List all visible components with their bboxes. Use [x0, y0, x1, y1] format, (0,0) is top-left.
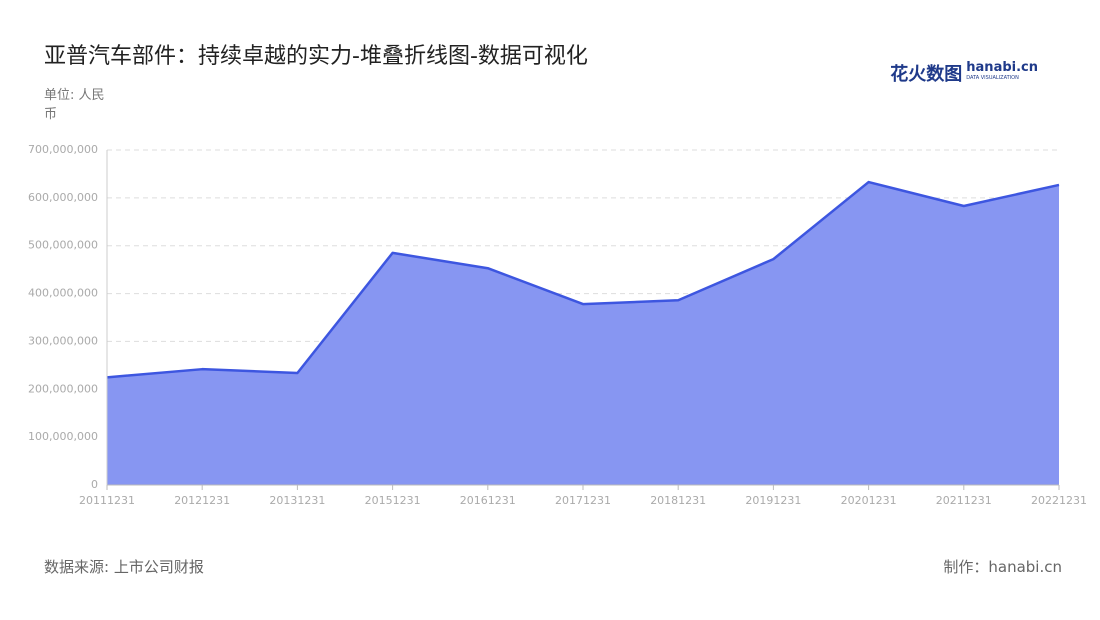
x-tick-label: 20161231	[460, 494, 516, 507]
x-tick-label: 20201231	[841, 494, 897, 507]
brand-tagline: DATA VISUALIZATION	[966, 75, 1019, 81]
brand-site: hanabi.cn	[966, 60, 1038, 75]
chart-title: 亚普汽车部件：持续卓越的实力-堆叠折线图-数据可视化	[44, 44, 588, 69]
x-tick-label: 20211231	[936, 494, 992, 507]
x-tick-label: 20131231	[269, 494, 325, 507]
y-tick-label: 300,000,000	[28, 334, 98, 347]
credit-note: 制作：hanabi.cn	[943, 558, 1062, 576]
x-tick-label: 20191231	[745, 494, 801, 507]
brand-sub: hanabi.cn DATA VISUALIZATION	[966, 60, 1038, 81]
y-tick-label: 700,000,000	[28, 143, 98, 156]
brand-logo: 花火数图 hanabi.cn DATA VISUALIZATION	[890, 60, 1038, 86]
y-tick-label: 400,000,000	[28, 287, 98, 300]
x-tick-label: 20181231	[650, 494, 706, 507]
brand-name: 花火数图	[890, 64, 963, 85]
y-tick-label: 0	[91, 478, 98, 491]
y-tick-label: 200,000,000	[28, 382, 98, 395]
x-tick-label: 20111231	[79, 494, 135, 507]
area-fill	[107, 182, 1059, 486]
y-tick-label: 100,000,000	[28, 430, 98, 443]
y-tick-label: 600,000,000	[28, 191, 98, 204]
y-tick-label: 500,000,000	[28, 239, 98, 252]
unit-label: 单位: 人民币	[44, 88, 105, 122]
x-tick-label: 20221231	[1031, 494, 1087, 507]
x-tick-label: 20121231	[174, 494, 230, 507]
area-line	[106, 180, 1060, 379]
source-note: 数据来源: 上市公司财报	[44, 558, 204, 576]
x-tick-label: 20151231	[365, 494, 421, 507]
x-tick-label: 20171231	[555, 494, 611, 507]
